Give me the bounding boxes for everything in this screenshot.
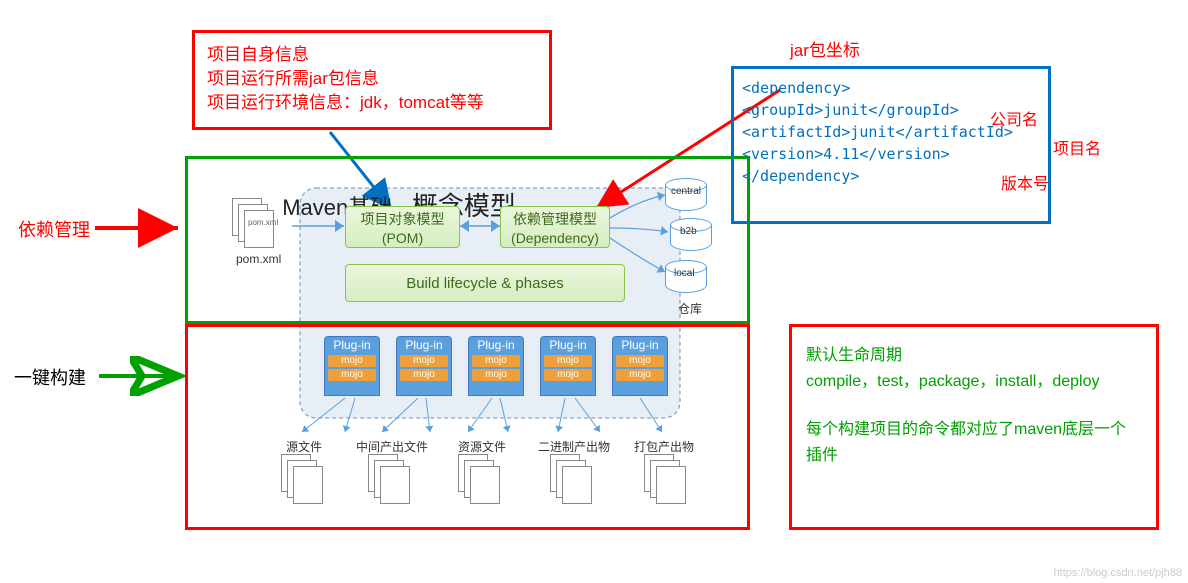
plugin-5-mojo2: mojo xyxy=(616,369,664,381)
plugin-5-mojo1: mojo xyxy=(616,355,664,367)
xml-anno-company: 公司名 xyxy=(990,106,1038,130)
xml-anno-version: 版本号 xyxy=(1001,170,1049,194)
files-3 xyxy=(458,454,508,506)
lifecycle-title: 默认生命周期 xyxy=(806,343,1142,369)
plugin-3: Plug-in mojo mojo xyxy=(468,336,524,396)
repo-group-label: 仓库 xyxy=(678,300,702,317)
plugin-4-mojo2: mojo xyxy=(544,369,592,381)
files-1-label: 源文件 xyxy=(286,438,322,455)
pom-box: 项目对象模型 (POM) xyxy=(345,206,460,248)
plugin-1-cap: Plug-in xyxy=(325,337,379,353)
plugin-4: Plug-in mojo mojo xyxy=(540,336,596,396)
label-dependency-mgmt: 依赖管理 xyxy=(18,216,90,242)
xml-box: <dependency> <groupId>junit</groupId> <a… xyxy=(731,66,1051,224)
files-5-label: 打包产出物 xyxy=(634,438,694,455)
plugin-2-cap: Plug-in xyxy=(397,337,451,353)
top-red-line2: 项目运行所需jar包信息 xyxy=(207,67,537,91)
jar-label: jar包坐标 xyxy=(790,36,860,61)
pom-file-icon: pom.xml xyxy=(232,198,282,250)
xml-line1: <dependency> xyxy=(742,77,1038,99)
files-2-label: 中间产出文件 xyxy=(356,438,428,455)
pom-box-t2: (POM) xyxy=(382,230,423,246)
build-lifecycle-box: Build lifecycle & phases xyxy=(345,264,625,302)
plugin-4-cap: Plug-in xyxy=(541,337,595,353)
dep-box-t1: 依赖管理模型 xyxy=(513,209,597,229)
plugin-3-mojo2: mojo xyxy=(472,369,520,381)
xml-line5: </dependency> xyxy=(742,165,1038,187)
dep-box-t2: (Dependency) xyxy=(511,230,599,246)
files-3-label: 资源文件 xyxy=(458,438,506,455)
repo-local: local xyxy=(665,260,705,292)
xml-anno-project: 项目名 xyxy=(1053,135,1101,159)
lifecycle-box: 默认生命周期 compile，test，package，install，depl… xyxy=(789,324,1159,530)
repo-local-label: local xyxy=(674,268,695,279)
files-4 xyxy=(550,454,600,506)
watermark: https://blog.csdn.net/pjh88 xyxy=(1054,567,1182,579)
plugin-3-cap: Plug-in xyxy=(469,337,523,353)
plugin-5-cap: Plug-in xyxy=(613,337,667,353)
files-2 xyxy=(368,454,418,506)
dep-box: 依赖管理模型 (Dependency) xyxy=(500,206,610,248)
plugin-1-mojo1: mojo xyxy=(328,355,376,367)
top-red-box: 项目自身信息 项目运行所需jar包信息 项目运行环境信息：jdk，tomcat等… xyxy=(192,30,552,130)
repo-central-label: central xyxy=(671,186,701,197)
plugin-2-mojo1: mojo xyxy=(400,355,448,367)
pom-box-t1: 项目对象模型 xyxy=(361,209,445,229)
build-lifecycle-label: Build lifecycle & phases xyxy=(406,275,564,292)
top-red-line1: 项目自身信息 xyxy=(207,43,537,67)
label-one-click-build: 一键构建 xyxy=(14,364,86,390)
plugin-5: Plug-in mojo mojo xyxy=(612,336,668,396)
plugin-2-mojo2: mojo xyxy=(400,369,448,381)
top-red-line3: 项目运行环境信息：jdk，tomcat等等 xyxy=(207,91,537,115)
repo-b2b-label: b2b xyxy=(680,226,697,237)
xml-line4: <version>4.11</version> xyxy=(742,143,1038,165)
plugin-4-mojo1: mojo xyxy=(544,355,592,367)
lifecycle-phases: compile，test，package，install，deploy xyxy=(806,369,1142,395)
files-4-label: 二进制产出物 xyxy=(538,438,610,455)
files-1 xyxy=(281,454,331,506)
plugin-1: Plug-in mojo mojo xyxy=(324,336,380,396)
plugin-3-mojo1: mojo xyxy=(472,355,520,367)
plugin-2: Plug-in mojo mojo xyxy=(396,336,452,396)
plugin-1-mojo2: mojo xyxy=(328,369,376,381)
repo-b2b: b2b xyxy=(670,218,710,250)
pom-file-label: pom.xml xyxy=(236,252,281,266)
files-5 xyxy=(644,454,694,506)
lifecycle-note: 每个构建项目的命令都对应了maven底层一个插件 xyxy=(806,417,1142,469)
repo-central: central xyxy=(665,178,705,210)
